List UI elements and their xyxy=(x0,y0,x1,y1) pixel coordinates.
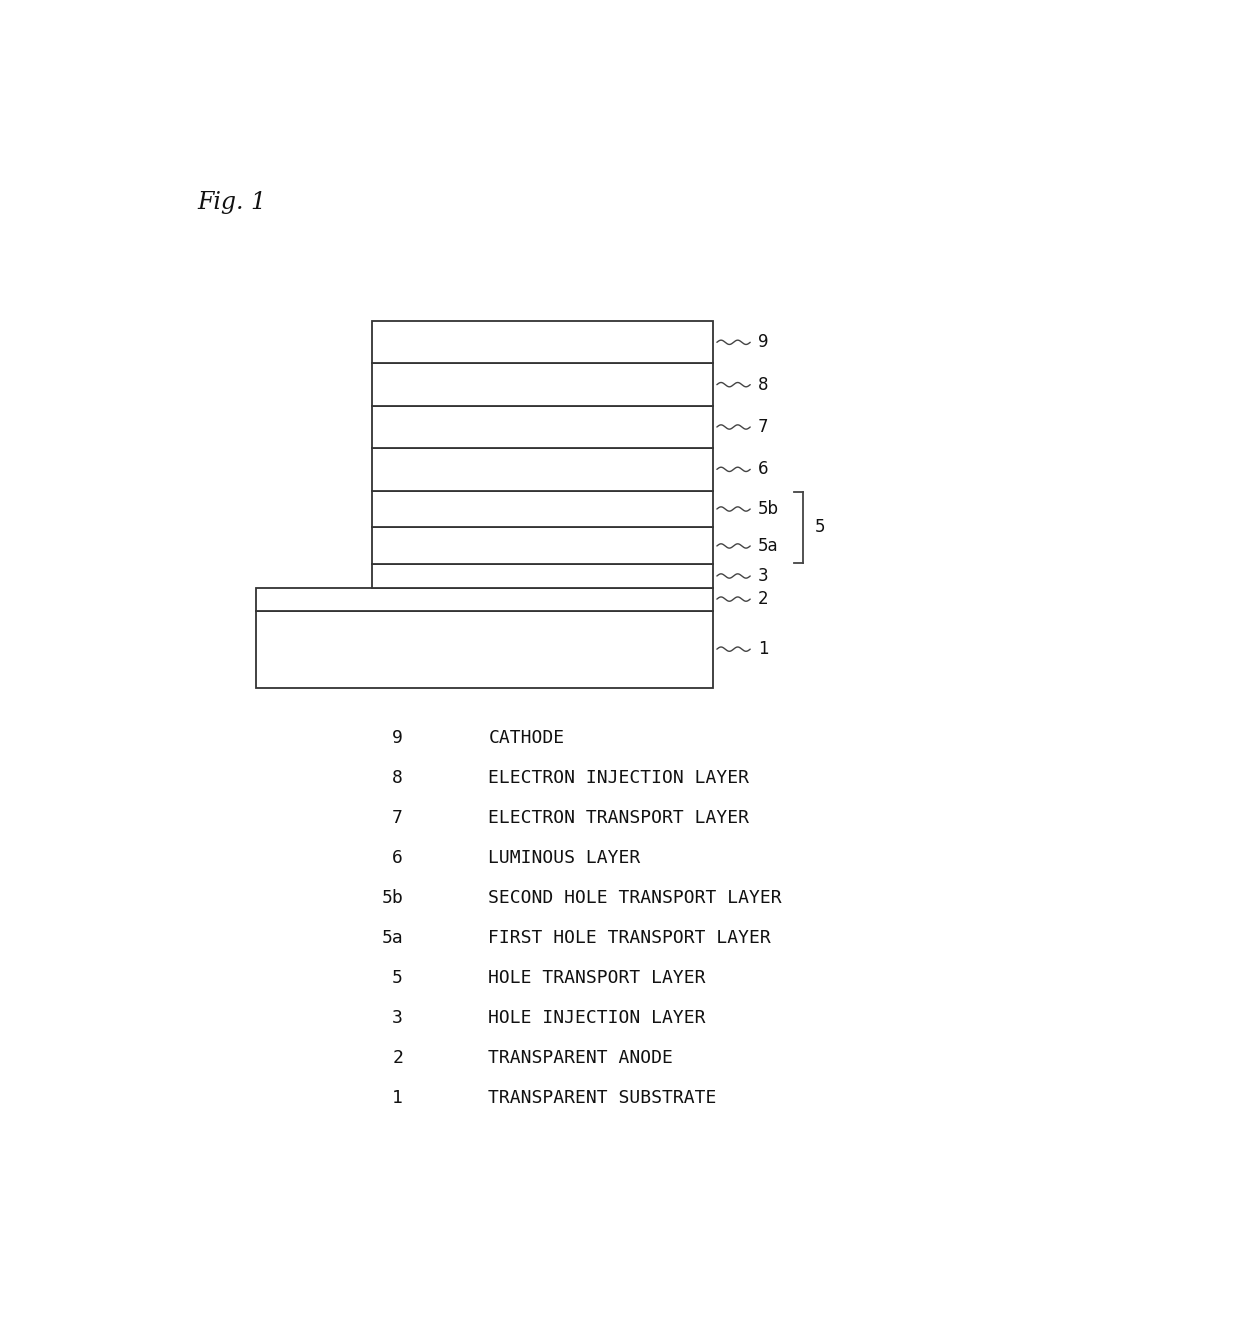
Bar xyxy=(372,449,713,490)
Text: 3: 3 xyxy=(392,1009,403,1027)
Text: 1: 1 xyxy=(392,1089,403,1107)
Text: ELECTRON TRANSPORT LAYER: ELECTRON TRANSPORT LAYER xyxy=(489,809,749,826)
Text: 2: 2 xyxy=(758,590,769,609)
Text: 5a: 5a xyxy=(381,929,403,947)
Bar xyxy=(372,406,713,449)
Bar xyxy=(372,565,713,587)
Text: 1: 1 xyxy=(758,641,769,658)
Bar xyxy=(372,490,713,527)
Text: ELECTRON INJECTION LAYER: ELECTRON INJECTION LAYER xyxy=(489,769,749,786)
Bar xyxy=(255,587,713,610)
Text: 5b: 5b xyxy=(381,889,403,906)
Text: HOLE INJECTION LAYER: HOLE INJECTION LAYER xyxy=(489,1009,706,1027)
Text: 9: 9 xyxy=(392,729,403,746)
Text: 2: 2 xyxy=(392,1049,403,1067)
Text: 5a: 5a xyxy=(758,537,779,555)
Text: 9: 9 xyxy=(758,334,769,351)
Text: 8: 8 xyxy=(392,769,403,786)
Text: 7: 7 xyxy=(392,809,403,826)
Text: 6: 6 xyxy=(392,849,403,866)
Text: 7: 7 xyxy=(758,418,769,437)
Bar xyxy=(255,610,713,688)
Text: TRANSPARENT SUBSTRATE: TRANSPARENT SUBSTRATE xyxy=(489,1089,717,1107)
Text: LUMINOUS LAYER: LUMINOUS LAYER xyxy=(489,849,641,866)
Text: Fig. 1: Fig. 1 xyxy=(197,191,267,214)
Text: 5: 5 xyxy=(815,518,825,537)
Text: 5b: 5b xyxy=(758,501,779,518)
Text: FIRST HOLE TRANSPORT LAYER: FIRST HOLE TRANSPORT LAYER xyxy=(489,929,771,947)
Text: HOLE TRANSPORT LAYER: HOLE TRANSPORT LAYER xyxy=(489,969,706,987)
Text: TRANSPARENT ANODE: TRANSPARENT ANODE xyxy=(489,1049,673,1067)
Text: SECOND HOLE TRANSPORT LAYER: SECOND HOLE TRANSPORT LAYER xyxy=(489,889,782,906)
Text: CATHODE: CATHODE xyxy=(489,729,564,746)
Bar xyxy=(372,363,713,406)
Text: 6: 6 xyxy=(758,461,769,478)
Text: 3: 3 xyxy=(758,567,769,585)
Text: 8: 8 xyxy=(758,375,769,394)
Bar xyxy=(372,527,713,565)
Text: 5: 5 xyxy=(392,969,403,987)
Bar xyxy=(372,322,713,363)
